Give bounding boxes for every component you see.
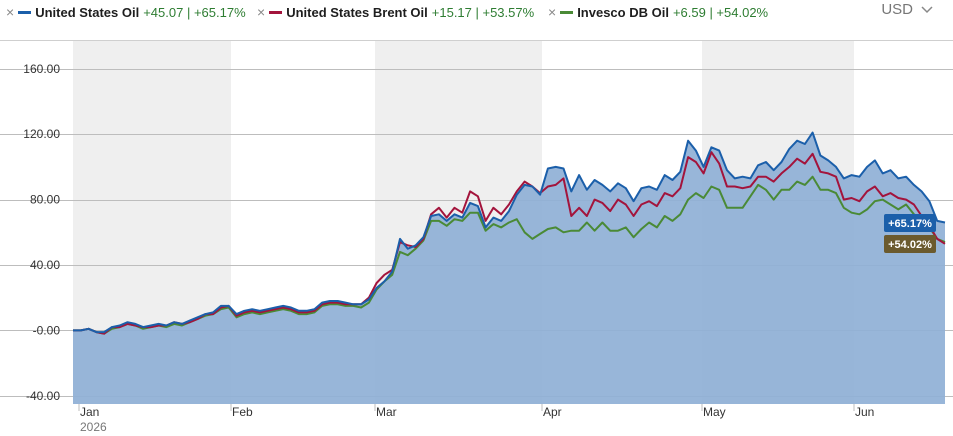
- series-name: United States Brent Oil: [286, 4, 428, 20]
- y-tick-label: 80.00: [30, 193, 60, 207]
- y-tick-label: 160.00: [23, 62, 60, 76]
- series-color-swatch: [18, 10, 32, 14]
- remove-series-icon[interactable]: ×: [548, 4, 557, 20]
- remove-series-icon[interactable]: ×: [257, 4, 266, 20]
- legend-item-united-states-brent-oil: × United States Brent Oil +15.17 | +53.5…: [257, 3, 534, 21]
- end-value-badge: [884, 214, 936, 232]
- series-line-united-states-brent-oil: [73, 151, 946, 335]
- x-tick-label: Mar: [376, 405, 397, 419]
- currency-selector[interactable]: USD: [881, 1, 933, 18]
- x-tick-label: Jun: [855, 405, 874, 419]
- x-tick-label: Feb: [232, 405, 253, 419]
- legend-item-united-states-oil: × United States Oil +45.07 | +65.17%: [6, 3, 246, 21]
- remove-series-icon[interactable]: ×: [6, 4, 15, 20]
- end-value-label: +54.02%: [888, 239, 932, 251]
- legend-item-invesco-db-oil: × Invesco DB Oil +6.59 | +54.02%: [548, 3, 768, 21]
- y-tick-label: 40.00: [30, 258, 60, 272]
- legend-bar: × United States Oil +45.07 | +65.17% × U…: [0, 0, 953, 26]
- y-tick-label: 120.00: [23, 127, 60, 141]
- currency-value: USD: [881, 1, 913, 18]
- series-change: +15.17 | +53.57%: [431, 4, 535, 20]
- y-tick-label: -0.00: [33, 323, 61, 337]
- x-tick-label: Jan: [80, 405, 99, 419]
- series-color-swatch: [560, 10, 574, 14]
- end-value-badge: [884, 235, 936, 253]
- x-tick-label: Apr: [543, 405, 562, 419]
- series-line-united-states-oil: [73, 131, 946, 334]
- series-color-swatch: [269, 10, 283, 14]
- end-value-label: +65.17%: [888, 218, 932, 230]
- series-change: +45.07 | +65.17%: [143, 4, 246, 20]
- chevron-down-icon: [921, 1, 933, 18]
- series-name: United States Oil: [35, 4, 140, 20]
- x-tick-label: May: [703, 405, 726, 419]
- series-change: +6.59 | +54.02%: [672, 4, 769, 20]
- series-area: [73, 132, 945, 404]
- series-name: Invesco DB Oil: [577, 4, 669, 20]
- y-tick-label: -40.00: [26, 389, 60, 403]
- x-year-label: 2026: [80, 420, 107, 434]
